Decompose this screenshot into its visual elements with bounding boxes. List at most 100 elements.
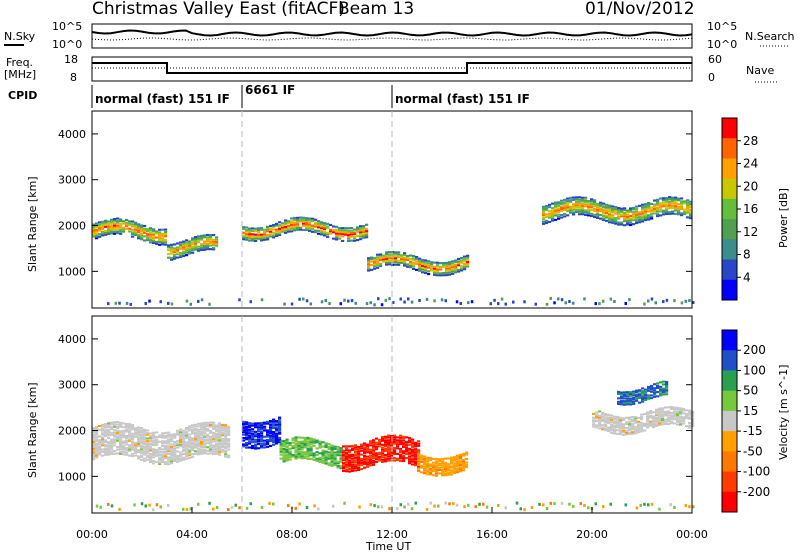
echo-cell [369, 454, 373, 457]
echo-cell [176, 429, 180, 432]
echo-cell [375, 456, 379, 459]
echo-cell [587, 210, 591, 213]
echo-cell [676, 420, 680, 423]
echo-cell [167, 253, 171, 256]
echo-cell [360, 444, 364, 447]
echo-cell [254, 447, 258, 450]
colorbar-tick-label: 100 [743, 363, 766, 377]
echo-cell [221, 425, 225, 428]
echo-cell [614, 216, 618, 219]
noise-cell [377, 297, 380, 301]
echo-cell [592, 425, 596, 428]
echo-cell [587, 200, 591, 203]
echo-cell [318, 446, 322, 449]
echo-cell [125, 449, 129, 452]
echo-cell [167, 448, 171, 451]
echo-cell [200, 234, 204, 237]
echo-cell [575, 200, 579, 203]
echo-cell [191, 445, 195, 448]
echo-cell [158, 447, 162, 450]
echo-cell [604, 425, 608, 428]
echo-cell [688, 426, 692, 429]
echo-cell [101, 231, 105, 234]
echo-cell [254, 239, 258, 242]
echo-cell [414, 448, 418, 451]
echo-cell [353, 237, 357, 240]
echo-cell [350, 229, 354, 232]
echo-cell [158, 434, 162, 437]
echo-cell [418, 261, 422, 264]
echo-cell [143, 430, 147, 433]
echo-cell [170, 458, 174, 461]
colorbar-tick-label: 200 [743, 343, 766, 357]
colorbar-swatch [722, 198, 737, 220]
echo-cell [441, 464, 445, 467]
echo-cell [595, 415, 599, 418]
echo-cell [402, 437, 406, 440]
echo-cell [191, 240, 195, 243]
echo-cell [617, 221, 621, 224]
echo-cell [454, 263, 458, 266]
echo-cell [161, 241, 165, 244]
echo-cell [197, 239, 201, 242]
noise-cell [647, 299, 650, 303]
echo-cell [161, 457, 165, 460]
echo-cell [110, 232, 114, 235]
echo-cell [402, 443, 406, 446]
echo-cell [394, 258, 398, 261]
echo-cell [194, 240, 198, 243]
echo-cell [330, 456, 334, 459]
echo-cell [323, 230, 327, 233]
echo-cell [152, 449, 156, 452]
echo-cell [423, 457, 427, 460]
echo-cell [309, 448, 313, 451]
echo-cell [284, 229, 288, 232]
echo-cell [677, 203, 681, 206]
echo-cell [227, 431, 231, 434]
echo-cell [629, 209, 633, 212]
echo-cell [354, 459, 358, 462]
echo-cell [623, 212, 627, 215]
echo-cell [438, 462, 442, 465]
echo-cell [590, 202, 594, 205]
echo-cell [248, 229, 252, 232]
echo-cell [107, 442, 111, 445]
echo-cell [113, 431, 117, 434]
echo-cell [179, 440, 183, 443]
echo-cell [134, 448, 138, 451]
echo-cell [167, 431, 171, 434]
echo-cell [575, 206, 579, 209]
echo-cell [365, 230, 369, 233]
echo-cell [191, 251, 195, 254]
echo-cell [125, 435, 129, 438]
echo-cell [360, 462, 364, 465]
noise-cell [684, 299, 687, 303]
echo-cell [275, 428, 279, 431]
echo-cell [188, 436, 192, 439]
echo-cell [275, 234, 279, 237]
echo-cell [122, 230, 126, 233]
colorbar-tick-label: -100 [743, 465, 770, 479]
echo-cell [641, 387, 645, 390]
echo-cell [194, 242, 198, 245]
y-tick-label: 4000 [58, 128, 86, 141]
echo-cell [408, 447, 412, 450]
echo-cell [291, 437, 295, 440]
echo-cell [575, 209, 579, 212]
y-tick-label: 2000 [58, 425, 86, 438]
echo-cell [218, 430, 222, 433]
echo-cell [388, 259, 392, 262]
echo-cell [584, 199, 588, 202]
echo-cell [408, 439, 412, 442]
echo-cell [95, 436, 99, 439]
echo-cell [282, 441, 286, 444]
echo-cell [185, 445, 189, 448]
echo-cell [394, 252, 398, 255]
echo-cell [122, 440, 126, 443]
echo-cell [367, 267, 371, 270]
echo-cell [656, 202, 660, 205]
echo-cell [453, 456, 457, 459]
echo-cell [200, 432, 204, 435]
echo-cell [288, 447, 292, 450]
